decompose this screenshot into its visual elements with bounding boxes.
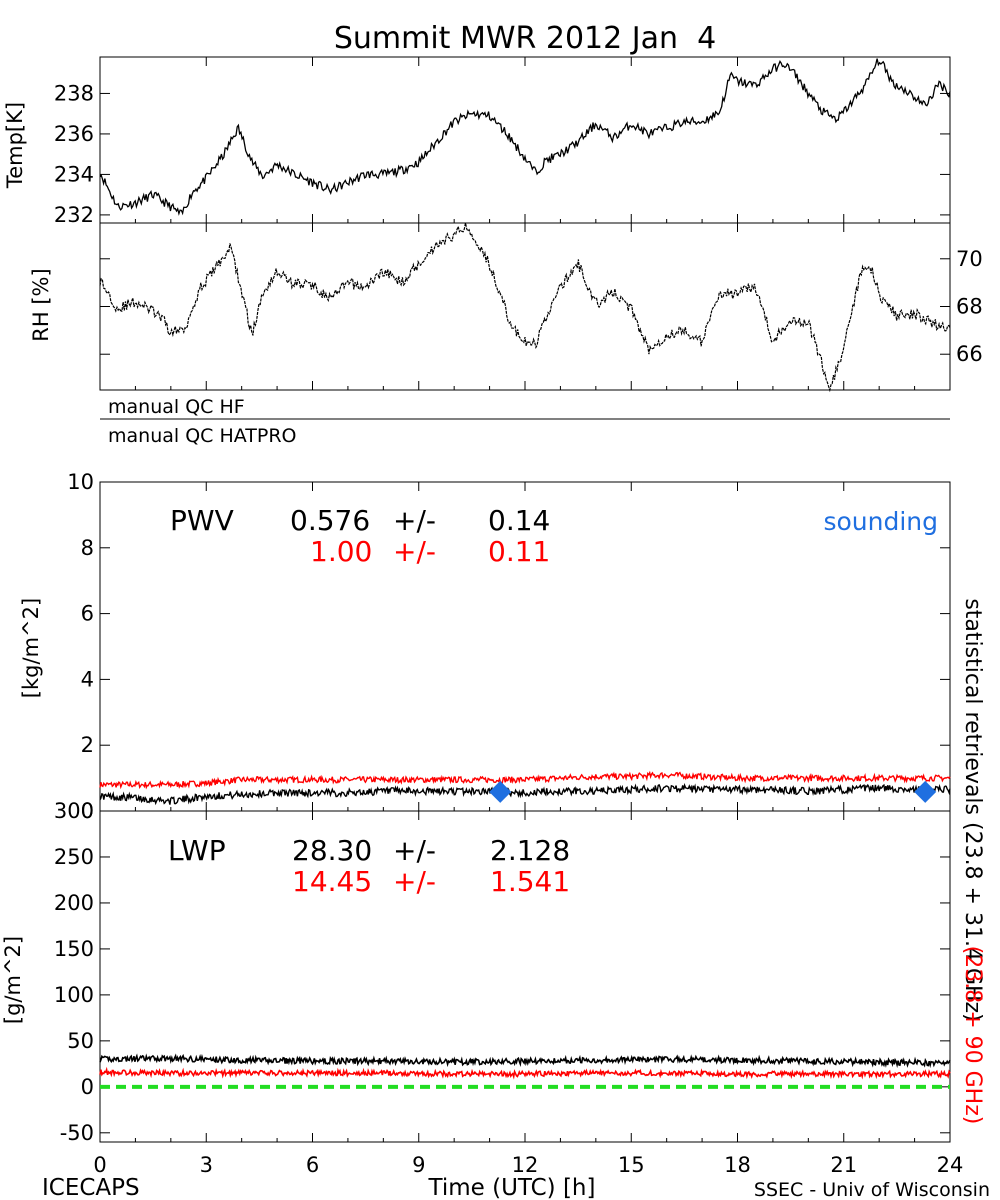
x-tick-label: 18 [724,1153,751,1177]
y-tick-label: 236 [54,122,94,146]
pwv-ylabel: [kg/m^2] [19,598,43,698]
lwp-label: LWP [168,834,226,867]
sounding-marker [489,780,512,803]
statistical-legend: statistical retrievals (23.8 + 31.4 GHz) [960,598,985,1021]
rh-line [99,222,951,393]
qc-hf-label: manual QC HF [108,396,245,418]
pwv-stat-err: 0.14 [488,504,550,537]
lwp-stat-pm: +/- [393,834,436,867]
y-tick-label: 68 [956,295,983,319]
temp-panel-frame [99,56,951,224]
qc-hatpro-label: manual QC HATPRO [108,425,297,447]
y-tick-label: 234 [54,162,94,186]
x-tick-label: 15 [618,1153,645,1177]
lwp-hatpro-pm: +/- [393,865,436,898]
y-tick-label: 238 [54,81,94,105]
pwv-hatpro-pm: +/- [393,535,436,568]
lwp-hatpro-line [99,1066,951,1080]
y-tick-label: -50 [60,1121,94,1145]
lwp-hatpro-mean: 14.45 [292,865,372,898]
y-tick-label: 70 [956,247,983,271]
x-tick-label: 3 [200,1153,213,1177]
lwp-stat-mean: 28.30 [292,834,372,867]
hatpro-legend: (23.8 + 90 GHz) [960,946,985,1125]
x-tick-label: 0 [93,1153,106,1177]
temp-ylabel: Temp[K] [3,102,27,189]
axis-ticks: 0 3 6 9 12 15 18 21 242322342362386668700246810-… [54,57,983,1177]
y-tick-label: 66 [956,342,983,366]
x-tick-label: 12 [512,1153,539,1177]
x-axis-label: Time (UTC) [h] [428,1175,596,1200]
y-tick-label: 0 [81,799,94,823]
y-tick-label: 232 [54,203,94,227]
y-tick-label: 2 [81,733,94,757]
y-tick-label: 50 [67,1029,94,1053]
y-tick-label: 0 [81,1075,94,1099]
pwv-hatpro-mean: 1.00 [310,535,372,568]
pwv-stat-mean: 0.576 [290,504,370,537]
x-tick-label: 21 [830,1153,857,1177]
y-tick-label: 100 [54,983,94,1007]
pwv-label: PWV [170,504,234,537]
y-tick-label: 200 [54,891,94,915]
data-series [99,58,951,1089]
chart-title: Summit MWR 2012 Jan 4 [334,21,716,56]
lwp-hatpro-err: 1.541 [490,865,570,898]
y-tick-label: 4 [81,667,94,691]
pwv-statistical-line [99,782,951,806]
y-tick-label: 300 [54,799,94,823]
footer-left: ICECAPS [42,1175,140,1200]
lwp-ylabel: [g/m^2] [1,936,25,1024]
x-tick-label: 6 [306,1153,319,1177]
sounding-legend: sounding [823,507,938,536]
y-tick-label: 8 [81,536,94,560]
sounding-marker [914,780,937,803]
y-tick-label: 10 [67,470,94,494]
y-tick-label: 250 [54,845,94,869]
x-tick-label: 24 [937,1153,964,1177]
rh-ylabel: RH [%] [29,268,53,341]
x-tick-label: 9 [412,1153,425,1177]
pwv-hatpro-err: 0.11 [488,535,550,568]
lwp-statistical-line [99,1053,951,1069]
y-tick-label: 6 [81,602,94,626]
pwv-stat-pm: +/- [393,504,436,537]
footer-right: SSEC - Univ of Wisconsin [754,1179,990,1200]
y-tick-label: 150 [54,937,94,961]
temperature-line [99,58,951,216]
lwp-stat-err: 2.128 [490,834,570,867]
pwv-hatpro-line [99,770,951,790]
